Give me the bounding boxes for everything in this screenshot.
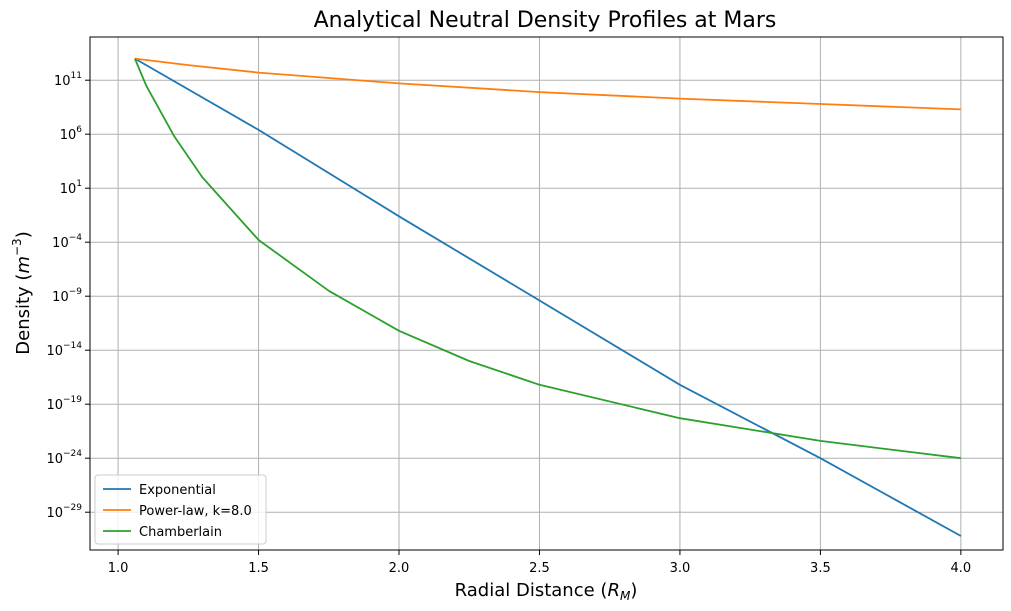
x-tick-label: 1.0 <box>108 561 129 576</box>
x-tick-label: 1.5 <box>248 561 269 576</box>
x-tick-label: 2.5 <box>529 561 550 576</box>
x-axis-ticks: 1.0 1.5 2.0 2.5 3.0 3.5 4.0 <box>108 550 971 576</box>
series-line-3 <box>134 58 962 460</box>
y-tick-label: 10−14 <box>46 341 82 359</box>
plot-area <box>89 36 1004 551</box>
y-tick-label: 10−9 <box>52 287 82 305</box>
x-axis-label: Radial Distance (RM) <box>455 580 638 603</box>
series-line-1 <box>134 57 962 537</box>
y-tick-label: 10−24 <box>46 449 82 467</box>
legend-label-3: Chamberlain <box>139 525 222 540</box>
y-axis-ticks: 1011 106 101 10−4 10−9 10−14 10−19 10−24 10−29 <box>46 71 90 521</box>
x-tick-label: 3.0 <box>670 561 691 576</box>
y-tick-label: 1011 <box>54 71 82 89</box>
legend-box <box>94 474 267 545</box>
x-tick-label: 4.0 <box>951 561 972 576</box>
y-axis-label: Density (m−3) <box>10 231 34 354</box>
chart-title: Analytical Neutral Density Profiles at M… <box>314 8 777 33</box>
y-tick-label: 10−4 <box>52 233 82 251</box>
legend-label-1: Exponential <box>139 483 216 498</box>
series-lines <box>134 57 962 537</box>
y-tick-label: 101 <box>60 179 82 197</box>
series-line-2 <box>134 57 961 111</box>
x-tick-label: 2.0 <box>389 561 410 576</box>
legend-label-2: Power-law, k=8.0 <box>139 504 252 519</box>
x-tick-label: 3.5 <box>810 561 831 576</box>
y-tick-label: 106 <box>60 125 83 143</box>
grid <box>90 37 1003 550</box>
y-tick-label: 10−19 <box>46 395 82 413</box>
legend: Exponential Power-law, k=8.0 Chamberlain <box>94 474 267 545</box>
y-tick-label: 10−29 <box>46 503 82 521</box>
